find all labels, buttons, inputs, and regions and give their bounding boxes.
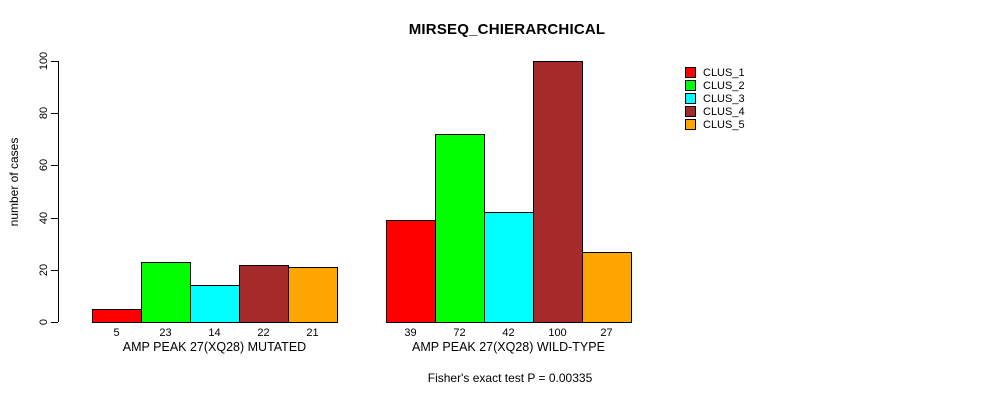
footnote-text: Fisher's exact test P = 0.00335 (427, 371, 593, 385)
y-tick-label: 0 (38, 318, 50, 326)
legend-swatch-icon (685, 67, 696, 78)
bar-value-label: 100 (548, 327, 567, 339)
y-tick-label: 60 (38, 159, 50, 172)
bar-CLUS_4 (239, 264, 289, 323)
legend-label: CLUS_4 (703, 105, 745, 118)
bar-CLUS_4 (533, 61, 583, 323)
bar-CLUS_3 (190, 285, 240, 323)
bar-CLUS_3 (484, 212, 534, 323)
y-axis-tick (51, 61, 58, 62)
y-axis-tick (51, 322, 58, 323)
bar-value-label: 39 (404, 327, 417, 339)
y-tick-label: 80 (38, 107, 50, 120)
bar-CLUS_1 (92, 308, 142, 323)
y-axis-tick (51, 217, 58, 219)
legend-swatch-icon (685, 119, 696, 130)
y-axis-tick (51, 113, 58, 115)
bar-CLUS_2 (435, 134, 485, 323)
bar-value-label: 42 (502, 327, 515, 339)
legend-label: CLUS_5 (703, 118, 745, 131)
y-tick-label: 20 (38, 263, 50, 276)
bar-CLUS_5 (582, 251, 632, 323)
group-label: AMP PEAK 27(XQ28) WILD-TYPE (412, 340, 605, 354)
y-axis-label: number of cases (7, 137, 21, 227)
group-label: AMP PEAK 27(XQ28) MUTATED (122, 340, 307, 354)
legend-swatch-icon (685, 106, 696, 117)
bar-value-label: 72 (453, 327, 466, 339)
legend-entry-CLUS_1: CLUS_1 (685, 66, 745, 79)
legend-swatch-icon (685, 93, 696, 104)
y-tick-label: 40 (38, 211, 50, 224)
bar-value-label: 22 (257, 327, 270, 339)
legend-swatch-icon (685, 80, 696, 91)
y-tick-label: 100 (38, 51, 50, 71)
bar-CLUS_2 (141, 261, 191, 323)
legend-entry-CLUS_3: CLUS_3 (685, 92, 745, 105)
chart-title: MIRSEQ_CHIERARCHICAL (408, 21, 606, 38)
bar-CLUS_1 (386, 220, 436, 323)
bar-value-label: 27 (600, 327, 613, 339)
y-axis-line (58, 61, 59, 322)
y-axis-tick (51, 165, 58, 167)
legend-entry-CLUS_4: CLUS_4 (685, 105, 745, 118)
y-axis-tick (51, 269, 58, 271)
bar-value-label: 14 (208, 327, 221, 339)
bar-value-label: 21 (306, 327, 319, 339)
legend-entry-CLUS_5: CLUS_5 (685, 118, 745, 131)
bar-value-label: 23 (159, 327, 172, 339)
bar-CLUS_5 (288, 267, 338, 323)
legend-label: CLUS_1 (703, 66, 745, 79)
bar-value-label: 5 (113, 327, 120, 339)
legend-entry-CLUS_2: CLUS_2 (685, 79, 745, 92)
legend: CLUS_1 CLUS_2 CLUS_3 CLUS_4 CLUS_5 (685, 66, 745, 131)
legend-label: CLUS_2 (703, 79, 745, 92)
legend-label: CLUS_3 (703, 92, 745, 105)
